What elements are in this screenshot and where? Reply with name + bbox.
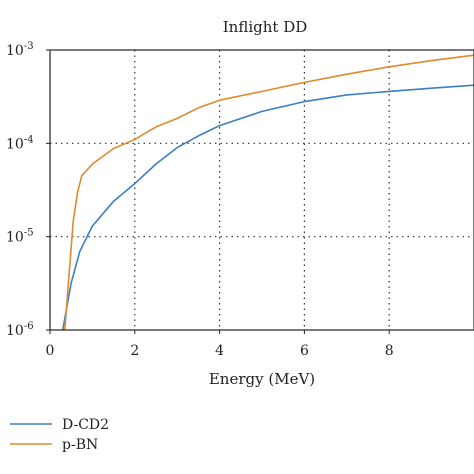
y-tick-base: 10 (6, 43, 24, 59)
y-tick-label: 10-4 (6, 134, 34, 152)
legend-label-p-bn: p-BN (62, 437, 98, 453)
y-tick-base: 10 (6, 230, 24, 246)
series-line-d-cd2 (61, 84, 474, 331)
series-line-p-bn (64, 54, 474, 331)
plot-frame (49, 49, 474, 331)
x-tick-label: 4 (215, 343, 224, 359)
y-tick-label: 10-3 (6, 41, 34, 59)
series-layer (61, 54, 474, 331)
grid (50, 50, 474, 330)
legend: D-CD2 p-BN (10, 417, 109, 453)
chart-title: Inflight DD (223, 18, 308, 36)
y-tick-base: 10 (6, 323, 24, 339)
y-axis: 10-610-510-410-3 (6, 41, 50, 339)
y-tick-exponent: -3 (24, 41, 34, 52)
x-axis-label: Energy (MeV) (209, 370, 315, 388)
x-axis: 0 2 4 6 8 (46, 330, 394, 359)
y-tick-exponent: -5 (24, 228, 34, 239)
legend-label-d-cd2: D-CD2 (62, 417, 109, 433)
y-tick-label: 10-5 (6, 228, 34, 246)
y-tick-exponent: -6 (24, 321, 34, 332)
y-tick-exponent: -4 (24, 134, 34, 145)
y-tick-label: 10-6 (6, 321, 34, 339)
x-tick-label: 6 (300, 343, 309, 359)
x-tick-label: 8 (385, 343, 394, 359)
x-tick-label: 2 (130, 343, 139, 359)
y-tick-base: 10 (6, 136, 24, 152)
x-tick-label: 0 (46, 343, 55, 359)
